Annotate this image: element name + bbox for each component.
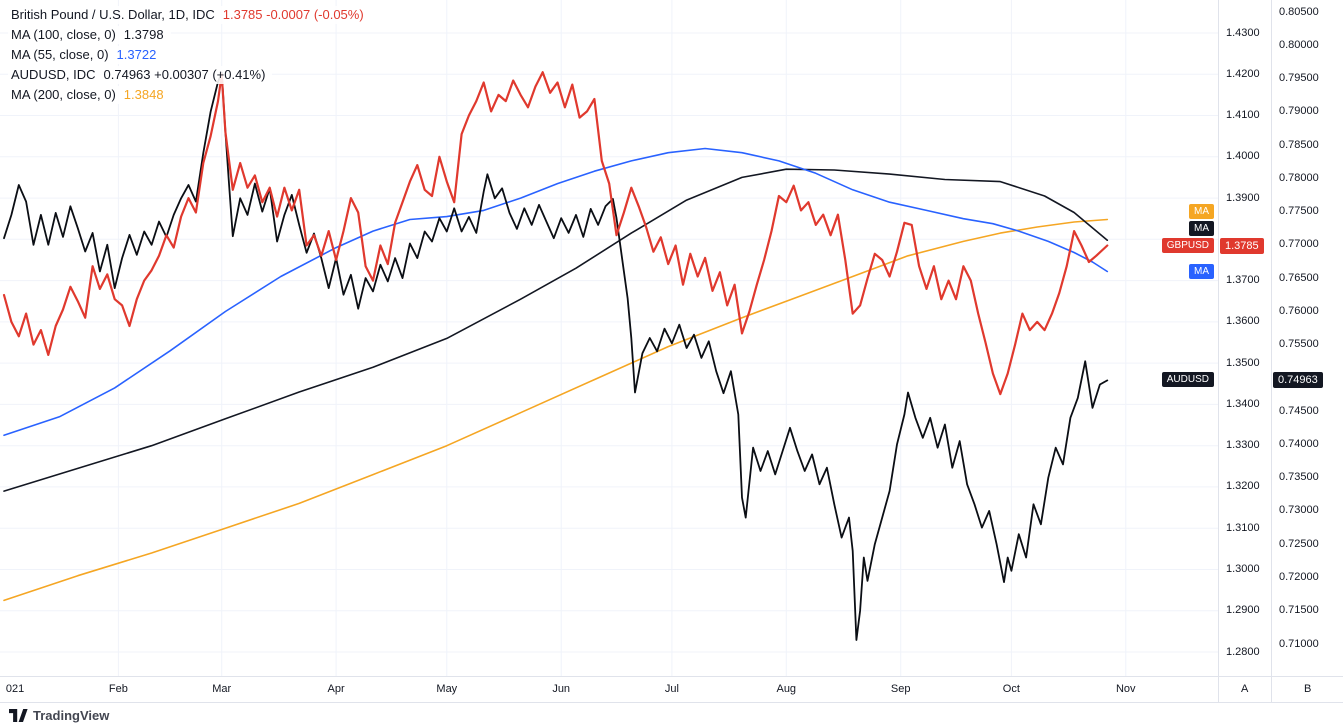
axis-separator xyxy=(1218,677,1219,703)
legend-ma200-title: MA (200, close, 0) xyxy=(11,87,116,102)
ma200-series-line[interactable] xyxy=(3,218,1109,602)
price-tick-label: 1.4000 xyxy=(1226,150,1260,163)
price-tick-label: 0.72500 xyxy=(1279,537,1319,550)
price-tick-label: 0.78000 xyxy=(1279,171,1319,184)
ma100-series-line[interactable] xyxy=(3,168,1109,492)
price-axis-gbpusd[interactable]: 1.2800 1.2900 1.3000 1.3100 1.3200 1.3300 1.34… xyxy=(1219,0,1272,676)
audusd-axis-price-badge: 0.74963 xyxy=(1273,372,1323,389)
scale-a-button[interactable]: A xyxy=(1241,683,1249,695)
price-tick-label: 1.3700 xyxy=(1226,274,1260,287)
gbpusd-series-line[interactable] xyxy=(2,71,1109,396)
price-tick-label: 0.73000 xyxy=(1279,504,1319,517)
ma55-series-line[interactable] xyxy=(3,147,1109,437)
price-tick-label: 1.3500 xyxy=(1226,356,1260,369)
price-tick-label: 0.79000 xyxy=(1279,105,1319,118)
time-axis[interactable]: A B 021 Feb Mar Apr May Jun Jul Aug Sep Oct Nov xyxy=(0,676,1343,703)
price-tick-label: 1.3600 xyxy=(1226,315,1260,328)
time-axis-label: Sep xyxy=(890,683,911,695)
price-tick-label: 0.78500 xyxy=(1279,138,1319,151)
legend-symbol-value: 1.3785 -0.0007 (-0.05%) xyxy=(222,7,364,22)
price-tick-label: 1.3100 xyxy=(1226,521,1260,534)
tradingview-logo-text: TradingView xyxy=(33,708,110,723)
tradingview-logo[interactable]: TradingView xyxy=(9,708,109,723)
ma-price-pill: MA xyxy=(1189,263,1214,279)
time-axis-label: Jul xyxy=(664,683,679,695)
price-tick-label: 0.75500 xyxy=(1279,338,1319,351)
bottom-toolbar: TradingView xyxy=(0,702,1343,728)
axis-separator xyxy=(1271,677,1272,703)
ma-price-pill: MA xyxy=(1189,220,1214,236)
chart-plot-area[interactable]: British Pound / U.S. Dollar, 1D, IDC 1.3… xyxy=(0,0,1219,676)
tradingview-logo-icon xyxy=(9,709,28,722)
legend-row-ma200[interactable]: MA (200, close, 0) 1.3848 xyxy=(8,86,171,104)
ma-price-pill: MA xyxy=(1189,203,1214,219)
price-tick-label: 0.71500 xyxy=(1279,604,1319,617)
price-tick-label: 0.71000 xyxy=(1279,637,1319,650)
gbpusd-price-pill: GBPUSD xyxy=(1161,237,1214,253)
price-tick-label: 0.73500 xyxy=(1279,471,1319,484)
price-tick-label: 0.80000 xyxy=(1279,38,1319,51)
price-tick-label: 0.77000 xyxy=(1279,238,1319,251)
price-tick-label: 1.3400 xyxy=(1226,397,1260,410)
price-axis-audusd[interactable]: 0.71000 0.71500 0.72000 0.72500 0.73000 0.735… xyxy=(1272,0,1343,676)
audusd-price-pill: AUDUSD xyxy=(1161,372,1214,388)
price-tick-label: 1.4300 xyxy=(1226,26,1260,39)
indicator-legend: British Pound / U.S. Dollar, 1D, IDC 1.3… xyxy=(8,6,371,106)
price-tick-label: 0.79500 xyxy=(1279,72,1319,85)
price-tick-label: 1.3900 xyxy=(1226,191,1260,204)
chart-canvas[interactable] xyxy=(0,0,1218,676)
legend-row-ma55[interactable]: MA (55, close, 0) 1.3722 xyxy=(8,46,164,64)
legend-row-symbol[interactable]: British Pound / U.S. Dollar, 1D, IDC 1.3… xyxy=(8,6,371,24)
price-tick-label: 1.3200 xyxy=(1226,480,1260,493)
legend-row-audusd[interactable]: AUDUSD, IDC 0.74963 +0.00307 (+0.41%) xyxy=(8,66,273,84)
price-tick-label: 0.77500 xyxy=(1279,205,1319,218)
legend-audusd-value: 0.74963 +0.00307 (+0.41%) xyxy=(103,67,266,82)
legend-ma55-title: MA (55, close, 0) xyxy=(11,47,109,62)
time-axis-label: Feb xyxy=(108,683,128,695)
scale-b-button[interactable]: B xyxy=(1304,683,1312,695)
price-tick-label: 0.74000 xyxy=(1279,437,1319,450)
time-axis-label: Aug xyxy=(776,683,797,695)
price-tick-label: 1.3300 xyxy=(1226,439,1260,452)
legend-row-ma100[interactable]: MA (100, close, 0) 1.3798 xyxy=(8,26,171,44)
time-axis-label: May xyxy=(436,683,458,695)
legend-symbol-title: British Pound / U.S. Dollar, 1D, IDC xyxy=(11,7,215,22)
price-tick-label: 0.74500 xyxy=(1279,404,1319,417)
time-axis-label: 021 xyxy=(5,683,25,695)
legend-ma100-value: 1.3798 xyxy=(123,27,164,42)
time-axis-label: Apr xyxy=(327,683,345,695)
grid-lines xyxy=(0,0,1218,676)
legend-audusd-title: AUDUSD, IDC xyxy=(11,67,96,82)
price-tick-label: 0.76500 xyxy=(1279,271,1319,284)
price-tick-label: 1.2800 xyxy=(1226,645,1260,658)
price-tick-label: 0.76000 xyxy=(1279,304,1319,317)
legend-ma55-value: 1.3722 xyxy=(116,47,157,62)
audusd-series-line[interactable] xyxy=(3,71,1109,641)
price-tick-label: 0.80500 xyxy=(1279,5,1319,18)
price-tick-label: 1.4200 xyxy=(1226,67,1260,80)
time-axis-label: Nov xyxy=(1115,683,1136,695)
gbpusd-axis-price-badge: 1.3785 xyxy=(1220,237,1264,254)
price-tick-label: 0.72000 xyxy=(1279,570,1319,583)
time-axis-label: Jun xyxy=(552,683,571,695)
price-tick-label: 1.3000 xyxy=(1226,562,1260,575)
price-tick-label: 1.2900 xyxy=(1226,604,1260,617)
time-axis-label: Oct xyxy=(1002,683,1020,695)
time-axis-label: Mar xyxy=(212,683,232,695)
price-tick-label: 1.4100 xyxy=(1226,109,1260,122)
legend-ma200-value: 1.3848 xyxy=(123,87,164,102)
legend-ma100-title: MA (100, close, 0) xyxy=(11,27,116,42)
